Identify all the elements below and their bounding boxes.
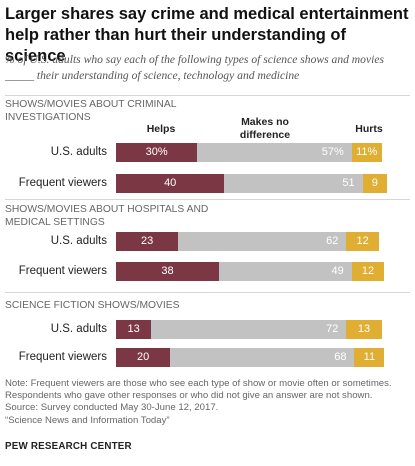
bar-segment-hurts: 12 (346, 232, 379, 251)
bar-segment-no-difference: 72 (151, 320, 347, 339)
group-divider (5, 199, 410, 200)
row-label: U.S. adults (50, 323, 107, 335)
column-header-no-difference: Makes no difference (239, 116, 291, 141)
row-label: Frequent viewers (18, 351, 107, 363)
row-label: U.S. adults (50, 235, 107, 247)
row-label: Frequent viewers (18, 177, 107, 189)
group-label: SCIENCE FICTION SHOWS/MOVIES (5, 300, 180, 311)
report-title-line: “Science News and Information Today” (5, 414, 170, 426)
bar-segment-hurts: 11 (354, 348, 385, 367)
footer-notes: Note: Frequent viewers are those who see… (5, 378, 413, 427)
pew-research-center-logo: PEW RESEARCH CENTER (5, 441, 132, 452)
group-label: SHOWS/MOVIES ABOUT CRIMINAL INVESTIGATIO… (5, 99, 177, 123)
group-divider (5, 292, 410, 293)
chart-subtitle: % of U.S. adults who say each of the fol… (5, 53, 385, 82)
bar-segment-hurts: 12 (351, 262, 385, 281)
bar-segment-no-difference: 51 (224, 174, 363, 193)
bar-segment-hurts: 11% (351, 143, 382, 162)
bar-segment-helps: 13 (116, 320, 152, 339)
bar-segment-helps: 40 (116, 174, 225, 193)
note-line: Note: Frequent viewers are those who see… (5, 378, 392, 389)
bar-segment-no-difference: 62 (178, 232, 347, 251)
bar-segment-no-difference: 49 (218, 262, 352, 281)
bar-segment-hurts: 13 (346, 320, 382, 339)
column-header-helps: Helps (146, 123, 176, 135)
note-line: Respondents who gave other responses or … (5, 390, 373, 402)
bar-segment-no-difference: 57% (197, 143, 352, 162)
bar-segment-no-difference: 68 (170, 348, 355, 367)
bar-segment-helps: 20 (116, 348, 171, 367)
group-divider (5, 95, 410, 96)
column-header-hurts: Hurts (355, 123, 383, 135)
bar-segment-helps: 38 (116, 262, 219, 281)
source-line: Source: Survey conducted May 30-June 12,… (5, 402, 219, 414)
chart-title: Larger shares say crime and medical ente… (5, 5, 409, 65)
bar-segment-helps: 23 (116, 232, 179, 251)
row-label: Frequent viewers (18, 265, 107, 277)
bar-segment-hurts: 9 (362, 174, 387, 193)
group-label: SHOWS/MOVIES ABOUT HOSPITALS AND MEDICAL… (5, 204, 209, 228)
bar-segment-helps: 30% (116, 143, 198, 162)
row-label: U.S. adults (50, 146, 107, 158)
